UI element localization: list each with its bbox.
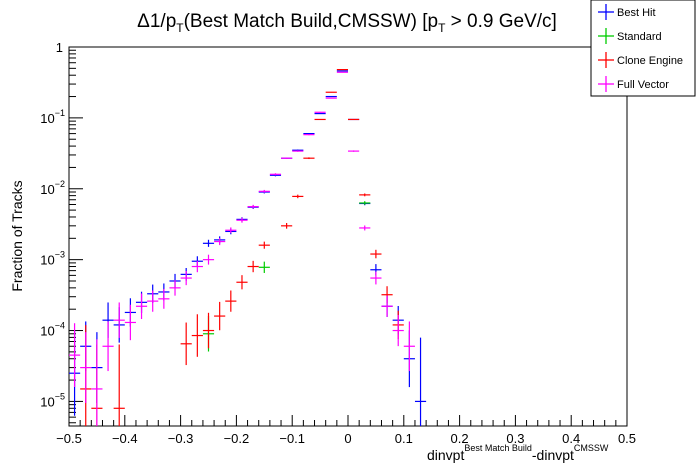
legend-box (590, 0, 696, 97)
data-point (258, 241, 270, 249)
legend-label: Standard (617, 31, 662, 43)
data-point (191, 260, 203, 273)
data-point (314, 112, 326, 115)
data-point (348, 150, 360, 152)
y-tick-label: 10−3 (40, 250, 65, 268)
data-point (225, 290, 237, 312)
x-tick-label: −0.1 (279, 431, 305, 446)
data-point (292, 150, 304, 152)
data-point (314, 118, 326, 121)
data-point (91, 339, 103, 426)
data-point (236, 217, 248, 223)
data-point (359, 193, 371, 197)
legend-label: Full Vector (617, 79, 669, 91)
data-point (80, 332, 92, 404)
y-axis-label: Fraction of Tracks (9, 180, 25, 291)
data-point (381, 295, 393, 317)
data-point (225, 227, 237, 234)
x-tick-label: −0.3 (168, 431, 194, 446)
data-point (303, 134, 315, 136)
data-point (113, 302, 125, 338)
x-tick-label: 0.5 (618, 431, 636, 446)
legend: Best Hit Standard Clone Engine Full Vector (590, 0, 696, 97)
legend-label: Best Hit (617, 7, 656, 19)
data-point (135, 293, 148, 320)
data-point (269, 173, 282, 176)
data-point (124, 304, 136, 341)
data-point (236, 275, 248, 290)
data-point (292, 194, 304, 199)
data-point (258, 261, 270, 273)
data-point (247, 260, 259, 273)
data-point (258, 189, 270, 193)
x-axis-label: dinvptBest Match Build-dinvptCMSSW (427, 443, 609, 463)
y-tick-label: 1 (56, 40, 63, 55)
data-point (392, 314, 404, 347)
series-layer (69, 68, 427, 426)
y-tick-label: 10−5 (40, 391, 65, 409)
data-point (214, 238, 226, 246)
data-point (281, 222, 293, 229)
y-tick-label: 10−4 (40, 321, 65, 339)
y-tick-label: 10−2 (40, 179, 65, 197)
legend-entry: Full Vector (598, 76, 669, 92)
data-point (325, 97, 337, 99)
y-tick-label: 10−1 (40, 108, 65, 126)
data-point (202, 239, 215, 247)
data-point (325, 91, 337, 93)
data-point (325, 95, 337, 98)
data-point (303, 133, 315, 135)
legend-entry: Best Hit (598, 4, 656, 20)
x-tick-label: −0.4 (112, 431, 138, 446)
x-tick-label: 0.1 (395, 431, 413, 446)
x-tick-label: 0.3 (506, 431, 524, 446)
data-point (414, 337, 427, 426)
chart-title: Δ1/pT(Best Match Build,CMSSW) [pT > 0.9 … (137, 11, 557, 35)
data-point (247, 204, 259, 209)
data-point (180, 270, 192, 286)
data-point (359, 201, 371, 205)
data-point (147, 290, 159, 312)
data-point (348, 118, 360, 121)
legend-label: Clone Engine (617, 55, 683, 67)
data-point (169, 280, 181, 296)
x-tick-label: 0.2 (451, 431, 469, 446)
data-point (370, 271, 382, 285)
data-point (370, 249, 382, 259)
x-tick-label: 0.4 (562, 431, 580, 446)
legend-entry: Standard (598, 28, 662, 44)
data-point (102, 321, 114, 372)
data-point (303, 157, 315, 160)
data-point (202, 312, 215, 349)
data-point (191, 314, 203, 357)
x-tick-label: 0 (344, 431, 351, 446)
data-point (359, 225, 371, 231)
data-point (281, 157, 293, 159)
series-full-vector (69, 71, 415, 426)
data-point (403, 321, 415, 372)
axes: −0.5 −0.4 −0.3 −0.2 −0.1 0 0.1 0.2 0.3 0.4 0.5 1 10−… (40, 40, 636, 446)
data-point (314, 111, 326, 113)
x-tick-label: −0.5 (56, 431, 82, 446)
data-point (158, 288, 170, 309)
data-point (180, 322, 192, 366)
legend-entry: Clone Engine (598, 52, 683, 68)
data-point (202, 254, 215, 265)
data-point (69, 323, 81, 388)
x-tick-label: −0.2 (224, 431, 250, 446)
data-point (113, 344, 125, 426)
data-point (214, 301, 226, 331)
